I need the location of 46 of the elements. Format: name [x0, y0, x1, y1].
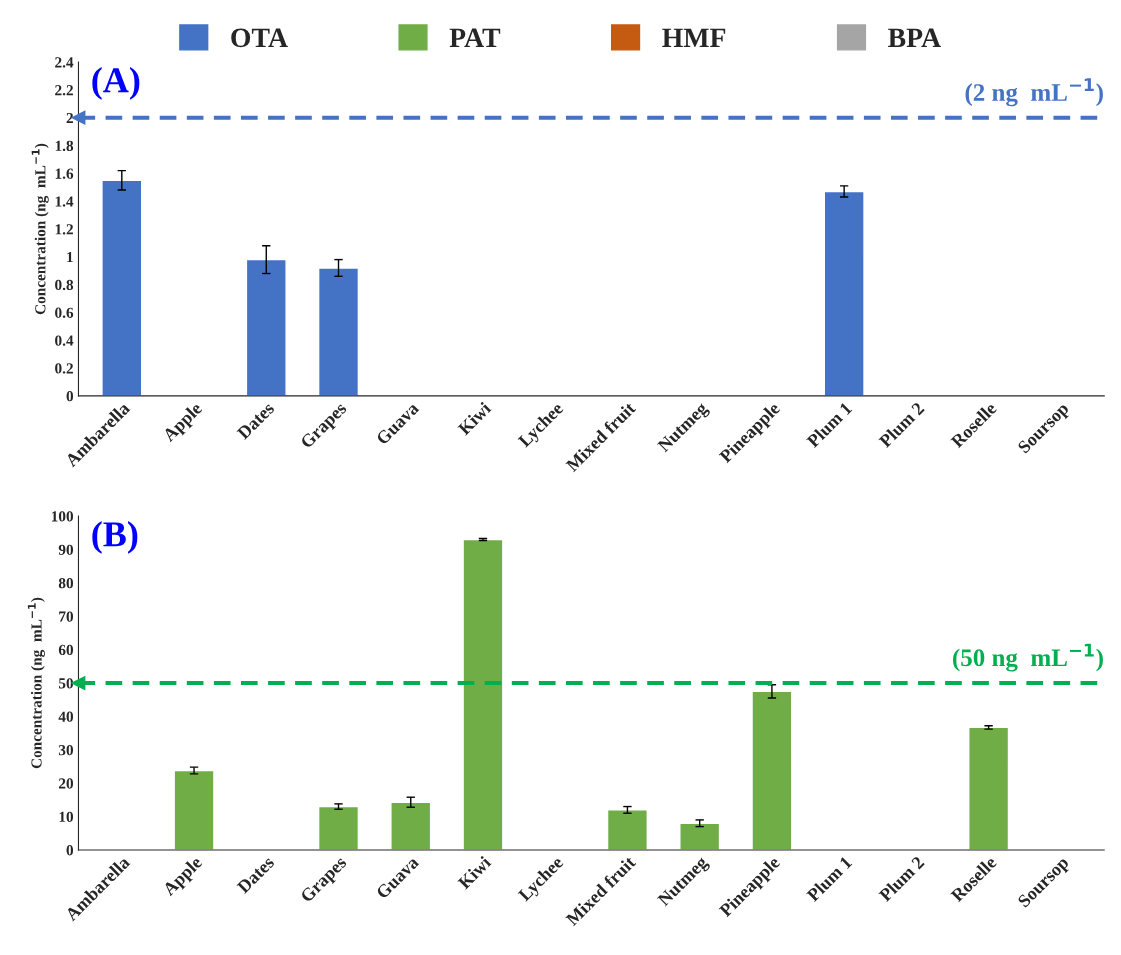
bar — [173, 769, 215, 850]
bar — [101, 179, 143, 396]
bar — [823, 190, 865, 396]
y-tick-label: 0.4 — [55, 335, 74, 346]
y-tick-label: 0.6 — [55, 307, 74, 318]
chart-title: (A) — [92, 67, 140, 100]
ref-line-label: (2 ng mL$^{−1}$) — [965, 78, 1103, 107]
y-tick-label: 0.8 — [55, 279, 74, 291]
legend-label: HMF — [662, 28, 726, 47]
chart-title: (B) — [92, 521, 138, 554]
bar — [606, 809, 649, 850]
bar — [390, 801, 432, 850]
y-tick-label: 1.6 — [55, 168, 74, 179]
y-tick-label: 1.4 — [55, 196, 74, 207]
legend-label: PAT — [449, 28, 501, 47]
y-tick-label: 2 — [66, 112, 73, 124]
legend-label: BPA — [888, 28, 941, 48]
y-tick-label: 0 — [66, 391, 74, 402]
bar — [751, 690, 793, 850]
y-tick-label: 1.2 — [55, 224, 73, 235]
y-tick-label: 60 — [58, 644, 74, 656]
y-tick-label: 30 — [58, 744, 74, 756]
ref-line-label: (50 ng mL$^{−1}$) — [953, 643, 1103, 672]
bar — [462, 538, 504, 850]
y-tick-label: 1.8 — [55, 140, 74, 152]
y-tick-label: 50 — [58, 678, 74, 689]
y-tick-label: 90 — [58, 544, 74, 555]
bar — [968, 726, 1010, 850]
y-tick-label: 0.2 — [55, 363, 73, 374]
y-tick-label: 20 — [58, 778, 74, 789]
y-tick-label: 2.2 — [55, 85, 73, 96]
y-tick-label: 40 — [58, 711, 74, 722]
y-tick-label: 10 — [59, 811, 74, 823]
y-axis-title: Concentration (ng mL$^{−1}$) — [27, 597, 45, 769]
bar — [679, 822, 721, 850]
y-tick-label: 80 — [58, 578, 74, 589]
y-tick-label: 1 — [67, 252, 73, 263]
bar — [317, 805, 360, 850]
y-axis-title: Concentration (ng mL$^{−1}$) — [31, 143, 49, 315]
bar — [317, 267, 360, 396]
y-tick-label: 70 — [59, 611, 74, 622]
bar — [245, 258, 287, 396]
y-tick-label: 0 — [66, 845, 74, 856]
y-tick-label: 2.4 — [55, 57, 74, 68]
y-tick-label: 100 — [51, 511, 74, 522]
legend-label: OTA — [231, 28, 288, 48]
